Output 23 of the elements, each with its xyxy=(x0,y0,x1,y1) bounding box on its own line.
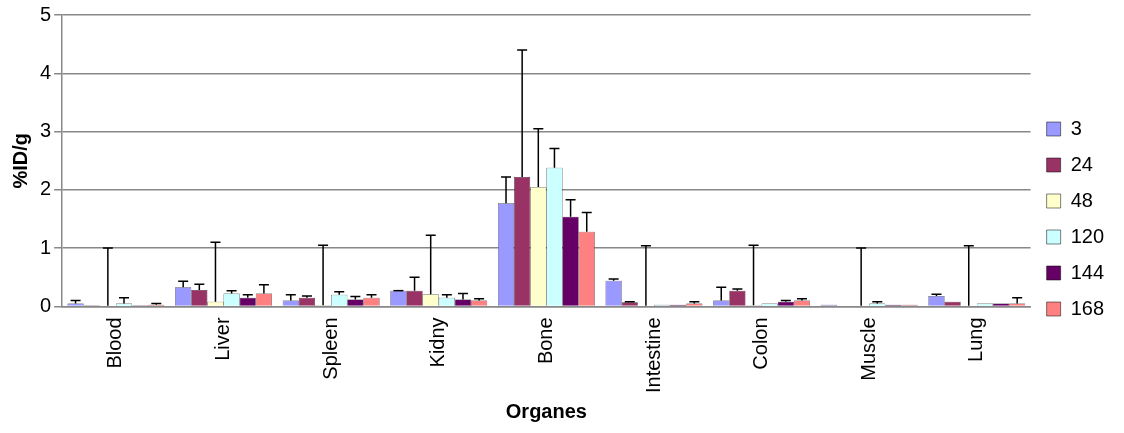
y-tick-label: 1 xyxy=(40,235,52,258)
legend-label: 168 xyxy=(1070,296,1105,319)
legend-label: 120 xyxy=(1070,224,1105,247)
y-axis-title: %ID/g xyxy=(8,132,31,189)
x-tick-label: Colon xyxy=(749,317,772,370)
x-tick-label: Kidny xyxy=(426,317,449,368)
y-tick-label: 2 xyxy=(40,177,52,200)
legend-label: 24 xyxy=(1070,152,1093,175)
x-axis-title: Organes xyxy=(505,399,587,422)
y-tick-label: 5 xyxy=(40,2,52,25)
x-tick-label: Blood xyxy=(103,317,126,369)
y-tick-label: 4 xyxy=(40,60,52,83)
x-tick-label: Lung xyxy=(964,317,987,362)
y-tick-label: 3 xyxy=(40,119,52,142)
legend-label: 144 xyxy=(1070,260,1105,283)
x-tick-label: Intestine xyxy=(641,317,664,393)
x-tick-label: Liver xyxy=(211,317,234,361)
y-tick-label: 0 xyxy=(40,293,52,316)
legend-label: 3 xyxy=(1070,116,1082,139)
x-tick-label: Spleen xyxy=(318,317,341,380)
x-tick-label: Bone xyxy=(533,317,556,365)
legend-label: 48 xyxy=(1070,188,1093,211)
x-tick-label: Muscle xyxy=(856,317,879,381)
